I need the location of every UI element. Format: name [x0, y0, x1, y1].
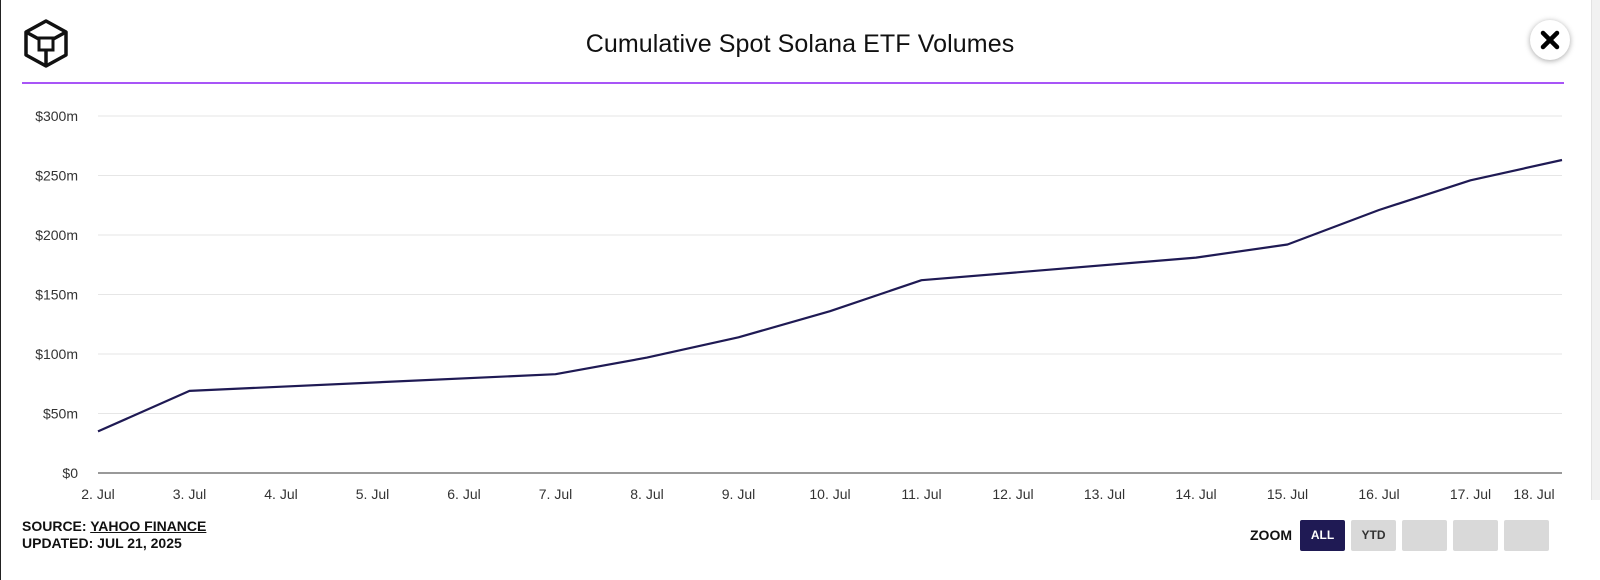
- x-tick-label: 18. Jul: [1513, 486, 1554, 502]
- x-tick-label: 6. Jul: [447, 486, 480, 502]
- x-tick-label: 13. Jul: [1084, 486, 1125, 502]
- y-tick-label: $300m: [35, 108, 78, 124]
- header-divider: [22, 82, 1564, 84]
- y-tick-label: $200m: [35, 227, 78, 243]
- x-tick-label: 4. Jul: [264, 486, 297, 502]
- source-prefix: SOURCE:: [22, 518, 87, 534]
- x-tick-label: 14. Jul: [1175, 486, 1216, 502]
- updated-date: UPDATED: JUL 21, 2025: [22, 535, 182, 551]
- chart-header: Cumulative Spot Solana ETF Volumes: [0, 0, 1600, 82]
- x-tick-label: 16. Jul: [1358, 486, 1399, 502]
- y-tick-label: $0: [62, 465, 78, 481]
- x-tick-label: 2. Jul: [81, 486, 114, 502]
- y-tick-label: $50m: [43, 406, 78, 422]
- source-line: SOURCE: YAHOO FINANCE: [22, 518, 206, 535]
- y-tick-label: $100m: [35, 346, 78, 362]
- chart-title: Cumulative Spot Solana ETF Volumes: [585, 30, 1015, 58]
- y-tick-label: $150m: [35, 287, 78, 303]
- zoom-label: ZOOM: [1250, 527, 1292, 543]
- zoom-button-4[interactable]: [1453, 519, 1498, 551]
- x-tick-label: 10. Jul: [809, 486, 850, 502]
- scrollbar[interactable]: [1591, 0, 1600, 500]
- zoom-button-5[interactable]: [1504, 519, 1549, 551]
- zoom-button-3[interactable]: [1402, 519, 1447, 551]
- x-tick-label: 11. Jul: [901, 486, 941, 502]
- x-tick-label: 9. Jul: [722, 486, 755, 502]
- close-x-icon: [1540, 30, 1560, 50]
- x-tick-label: 15. Jul: [1267, 486, 1308, 502]
- zoom-all-button[interactable]: ALL: [1300, 519, 1345, 551]
- source-link[interactable]: YAHOO FINANCE: [90, 518, 207, 534]
- x-tick-label: 3. Jul: [173, 486, 206, 502]
- line-chart: $0 $50m $100m $150m $200m $250m $300m 2. Jul 3. …: [35, 108, 1563, 502]
- cube-logo-icon: [22, 18, 70, 68]
- close-button[interactable]: [1530, 20, 1570, 60]
- y-tick-label: $250m: [35, 168, 78, 184]
- zoom-ytd-button[interactable]: YTD: [1351, 519, 1396, 551]
- window-left-edge: [0, 0, 1, 580]
- chart-footer: SOURCE: YAHOO FINANCE UPDATED: JUL 21, 2…: [22, 518, 206, 552]
- series-line: [97, 158, 1563, 433]
- x-tick-label: 12. Jul: [992, 486, 1033, 502]
- zoom-controls: ZOOM ALL YTD: [1250, 519, 1555, 551]
- x-tick-label: 5. Jul: [356, 486, 389, 502]
- x-tick-label: 17. Jul: [1450, 486, 1491, 502]
- x-tick-label: 8. Jul: [630, 486, 663, 502]
- x-tick-label: 7. Jul: [539, 486, 572, 502]
